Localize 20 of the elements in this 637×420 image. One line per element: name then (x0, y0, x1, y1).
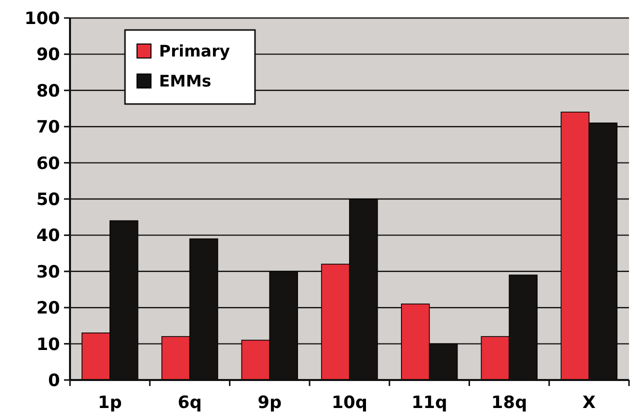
y-tick-label: 90 (36, 45, 60, 66)
y-tick-label: 0 (48, 370, 60, 391)
y-tick-label: 30 (36, 262, 60, 282)
x-tick-label: 1p (98, 393, 122, 413)
x-tick-label: 10q (332, 393, 368, 413)
y-tick-label: 70 (36, 118, 60, 138)
y-tick-label: 80 (36, 81, 60, 102)
y-tick-label: 100 (24, 8, 60, 29)
x-tick-label: 6q (178, 393, 202, 413)
legend-label: Primary (159, 42, 230, 61)
y-tick-label: 60 (36, 154, 60, 174)
legend-label: EMMs (159, 72, 212, 91)
x-tick-label: 11q (411, 393, 448, 413)
y-tick-label: 20 (36, 298, 60, 319)
x-tick-label: X (582, 393, 596, 413)
y-tick-label: 50 (36, 190, 60, 210)
y-tick-label: 10 (36, 334, 60, 355)
x-tick-label: 18q (491, 393, 528, 413)
y-tick-label: 40 (36, 226, 60, 246)
x-tick-label: 9p (258, 393, 282, 413)
